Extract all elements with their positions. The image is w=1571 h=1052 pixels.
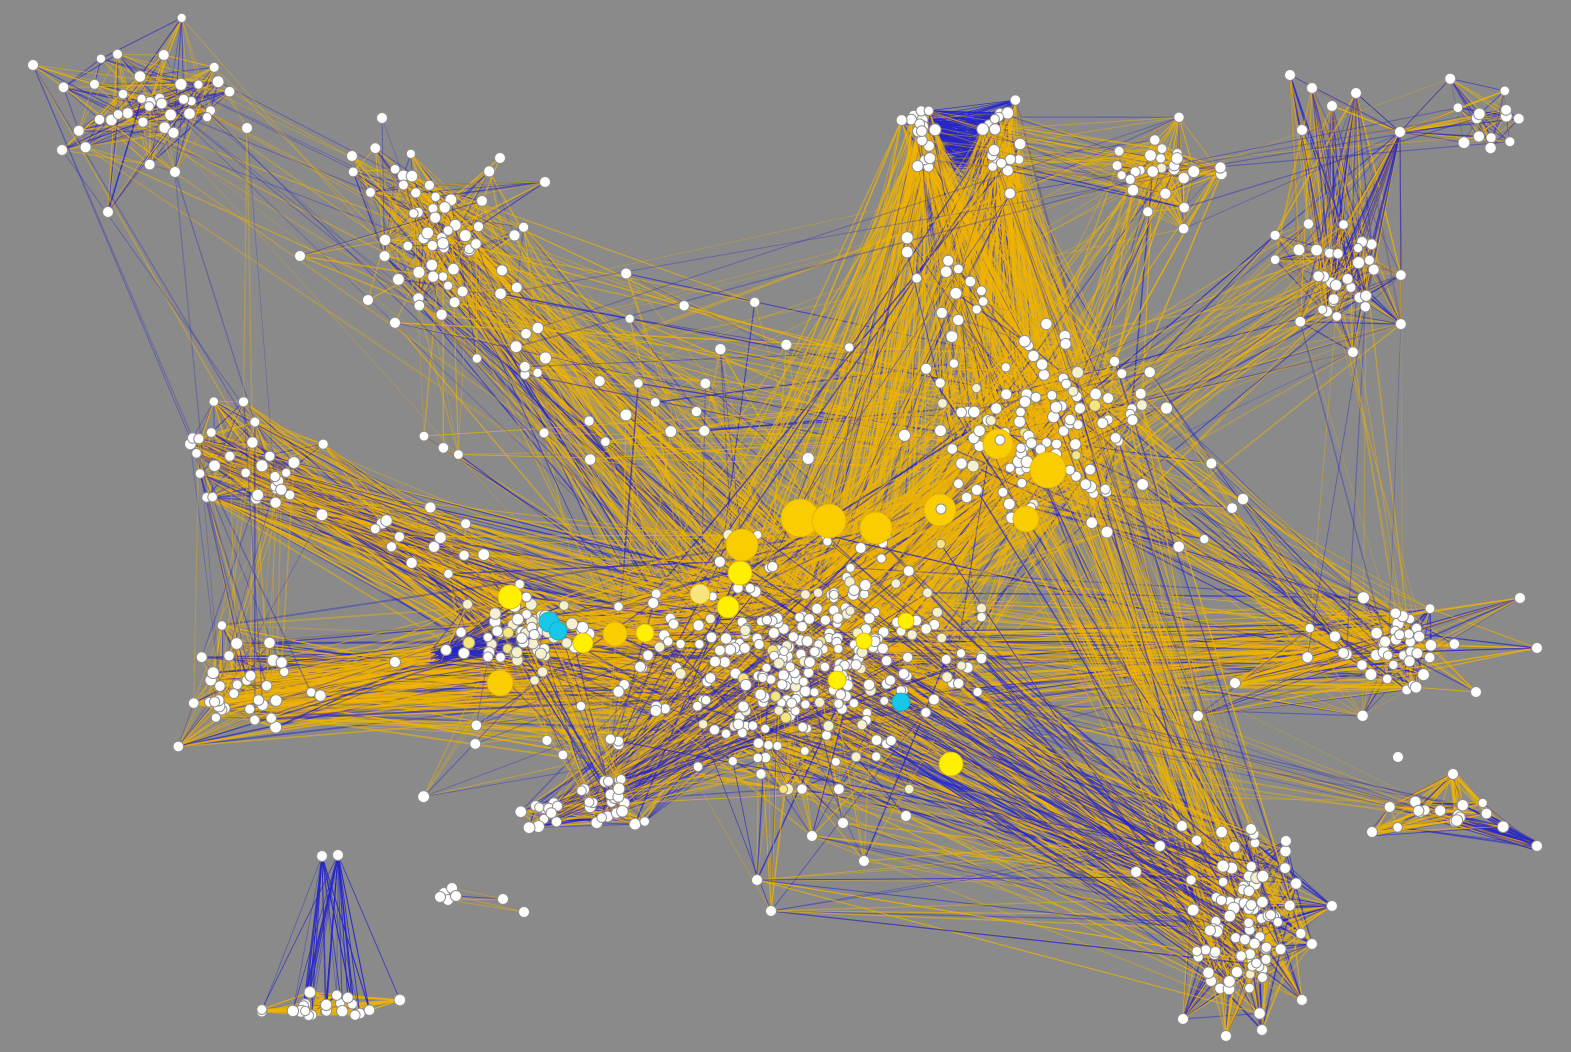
graph-edge — [78, 91, 230, 132]
graph-edge — [1365, 274, 1402, 297]
graph-edge — [62, 87, 80, 131]
graph-edge — [177, 701, 215, 747]
graph-edge — [196, 401, 215, 454]
graph-edge — [192, 401, 215, 439]
graph-edge — [189, 67, 215, 115]
graph-edge — [384, 239, 419, 299]
graph-edge — [99, 93, 124, 120]
graph-edge — [412, 213, 420, 306]
graph-edge — [142, 116, 208, 123]
graph-edge — [1116, 165, 1166, 195]
graph-edge — [122, 93, 184, 100]
graph-edge — [117, 53, 164, 56]
graph-edge — [78, 130, 174, 134]
graph-edge — [1165, 173, 1222, 195]
graph-edge — [217, 81, 515, 236]
graph-edge — [1176, 158, 1222, 175]
graph-edge — [177, 701, 210, 747]
graph-edge — [1457, 107, 1511, 143]
graph-edge — [122, 93, 144, 123]
graph-edge — [1130, 168, 1194, 180]
graph-edge — [254, 421, 324, 445]
graph-edge — [1176, 117, 1180, 154]
graph-edge — [1178, 116, 1222, 175]
graph-edge — [209, 625, 223, 703]
graph-edge — [139, 66, 215, 78]
graph-edge — [178, 701, 210, 747]
graph-edge — [198, 438, 324, 445]
graph-edge — [384, 239, 433, 266]
graph-edge — [1350, 287, 1354, 353]
graph-edge — [139, 17, 183, 77]
graph-edge — [1178, 117, 1195, 170]
graph-edge — [117, 54, 119, 115]
graph-edge — [1118, 116, 1180, 152]
graph-edge — [1490, 90, 1506, 138]
graph-edge — [178, 717, 217, 747]
graph-edge — [117, 113, 449, 287]
graph-edge — [218, 625, 223, 707]
graph-edge — [110, 54, 165, 121]
graph-edge — [210, 401, 244, 433]
graph-edge — [1183, 173, 1222, 229]
graph-edge — [1450, 78, 1505, 92]
graph-edge — [78, 54, 118, 131]
graph-edge — [1177, 152, 1221, 169]
graph-edge — [1165, 166, 1221, 195]
graph-edge — [1150, 117, 1180, 156]
graph-edge — [94, 83, 129, 114]
graph-edge — [63, 58, 102, 88]
graph-edge — [63, 53, 118, 88]
graph-edge — [221, 624, 270, 644]
graph-edge — [214, 401, 244, 466]
graph-edge — [1183, 171, 1195, 229]
graph-edge — [177, 702, 195, 747]
graph-edge — [1478, 90, 1506, 137]
graph-edge — [384, 239, 399, 280]
graph-edge — [370, 184, 404, 193]
graph-edge — [1449, 78, 1507, 117]
graph-edge — [149, 113, 190, 165]
graph-edge — [181, 17, 212, 111]
graph-edge — [1116, 139, 1156, 167]
graph-edge — [198, 401, 215, 439]
graph-edge — [1177, 152, 1221, 168]
graph-edge — [1490, 118, 1520, 149]
graph-edge — [403, 184, 452, 201]
graph-edge — [1365, 274, 1402, 308]
graph-edge — [163, 54, 215, 68]
graph-edge — [117, 53, 174, 134]
graph-edge — [117, 53, 219, 83]
graph-edge — [1457, 107, 1491, 149]
graph-edge — [1336, 315, 1401, 325]
graph-edge — [411, 175, 483, 202]
graph-edge — [1449, 78, 1478, 119]
graph-edge — [1479, 113, 1511, 143]
graph-edge — [100, 58, 141, 77]
graph-edge — [1183, 171, 1195, 229]
graph-edge — [221, 625, 225, 709]
graph-edge — [254, 421, 324, 445]
graph-edge — [384, 239, 419, 299]
graph-edge — [139, 76, 199, 86]
graph-edge — [243, 401, 253, 443]
graph-edge — [110, 54, 119, 121]
graph-edge — [1449, 78, 1480, 115]
graph-edge — [243, 401, 253, 443]
graph-edge — [163, 17, 183, 56]
graph-edge — [149, 110, 211, 165]
graph-edge — [1299, 321, 1354, 353]
graph-edge — [1118, 150, 1221, 169]
